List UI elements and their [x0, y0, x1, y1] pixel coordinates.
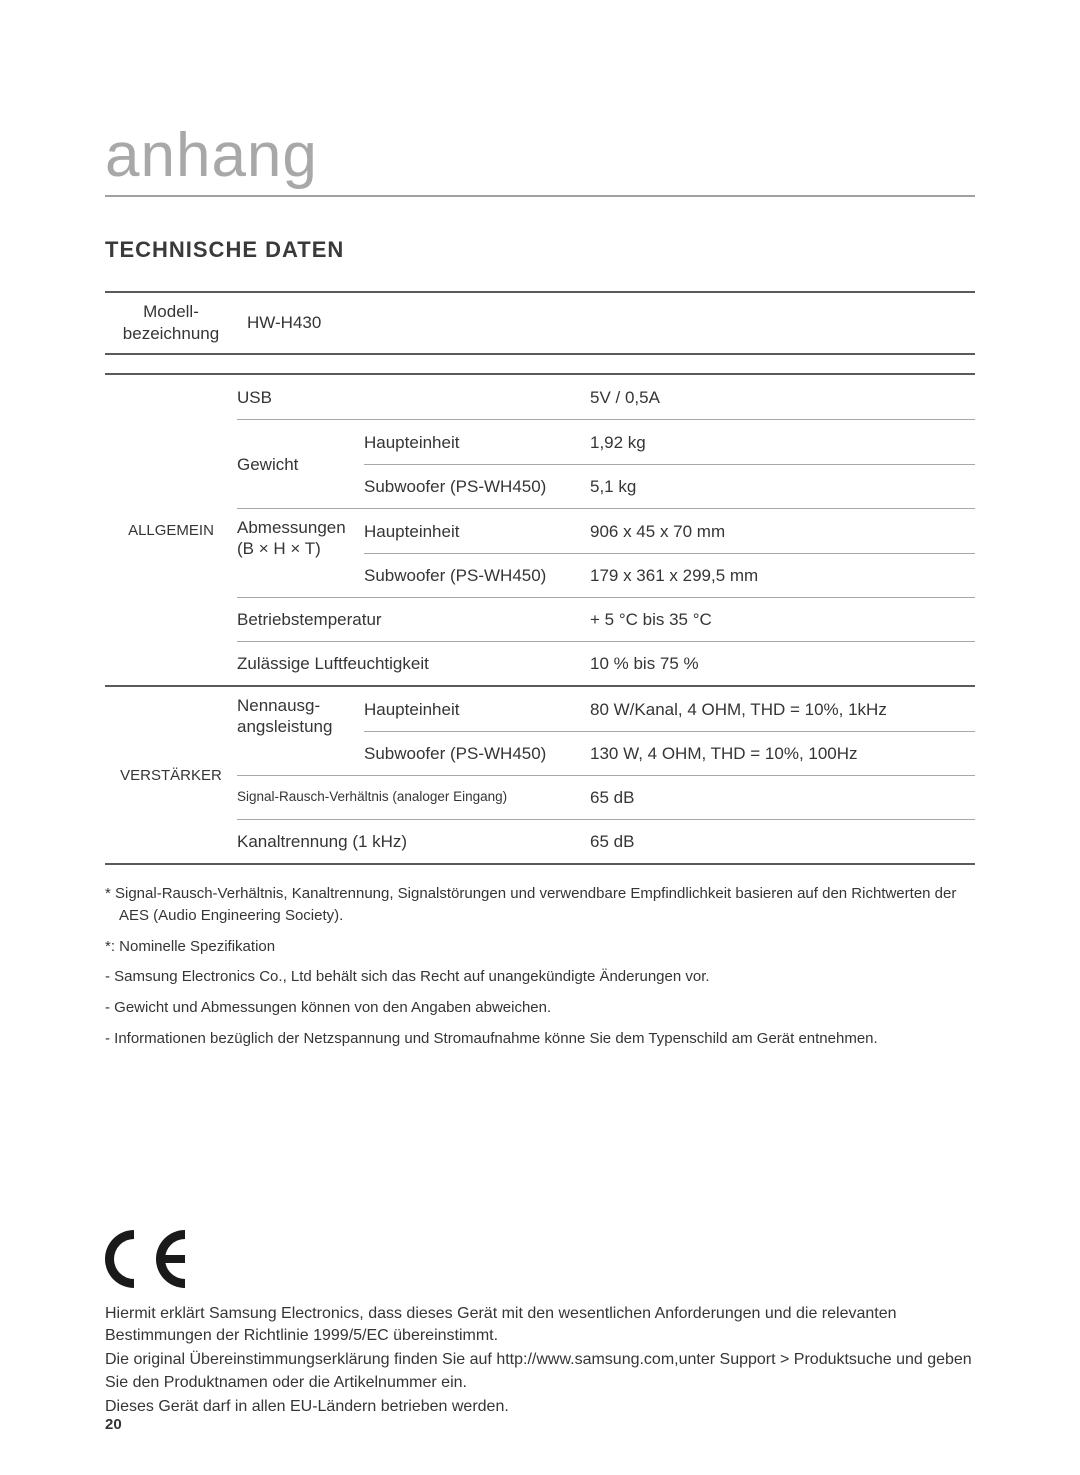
- model-label-line2: bezeichnung: [123, 324, 219, 343]
- row-rated-output: Nennausg- angsleistung Haupteinheit 80 W…: [237, 687, 975, 775]
- snr-label: Signal-Rausch-Verhältnis (analoger Einga…: [237, 776, 580, 819]
- usb-label: USB: [237, 375, 580, 419]
- rated-output-label-line2: angsleistung: [237, 717, 332, 736]
- page-number: 20: [105, 1416, 122, 1433]
- row-snr: Signal-Rausch-Verhältnis (analoger Einga…: [237, 775, 975, 819]
- rated-sub-label: Subwoofer (PS-WH450): [364, 732, 580, 775]
- dim-mainunit-value: 906 x 45 x 70 mm: [580, 509, 975, 553]
- usb-value: 5V / 0,5A: [580, 375, 975, 419]
- dimensions-label-line2: (B × H × T): [237, 539, 321, 558]
- note-1: * Signal-Rausch-Verhältnis, Kanaltrennun…: [105, 883, 975, 927]
- dim-mainunit-label: Haupteinheit: [364, 509, 580, 553]
- separation-value: 65 dB: [580, 820, 975, 863]
- row-weight: Gewicht Haupteinheit 1,92 kg Subwoofer (…: [237, 419, 975, 508]
- snr-value: 65 dB: [580, 776, 975, 819]
- dimensions-label-line1: Abmessungen: [237, 518, 346, 537]
- rated-mainunit-label: Haupteinheit: [364, 687, 580, 731]
- rated-output-label-line1: Nennausg-: [237, 696, 320, 715]
- model-row: Modell- bezeichnung HW-H430: [105, 291, 975, 355]
- rated-output-label: Nennausg- angsleistung: [237, 687, 364, 775]
- weight-sub-value: 5,1 kg: [580, 465, 975, 508]
- weight-label: Gewicht: [237, 420, 364, 508]
- model-label-line1: Modell-: [143, 302, 199, 321]
- dim-sub-value: 179 x 361 x 299,5 mm: [580, 554, 975, 597]
- notes: * Signal-Rausch-Verhältnis, Kanaltrennun…: [105, 883, 975, 1050]
- row-dimensions: Abmessungen (B × H × T) Haupteinheit 906…: [237, 508, 975, 597]
- row-humidity: Zulässige Luftfeuchtigkeit 10 % bis 75 %: [237, 641, 975, 685]
- group-label-general: ALLGEMEIN: [105, 375, 237, 685]
- spec-table: ALLGEMEIN USB 5V / 0,5A Gewicht Hauptein…: [105, 373, 975, 865]
- weight-mainunit-label: Haupteinheit: [364, 420, 580, 464]
- ce-p3: Dieses Gerät darf in allen EU-Ländern be…: [105, 1396, 975, 1418]
- rated-sub-value: 130 W, 4 OHM, THD = 10%, 100Hz: [580, 732, 975, 775]
- model-label: Modell- bezeichnung: [105, 293, 237, 353]
- dim-sub-label: Subwoofer (PS-WH450): [364, 554, 580, 597]
- rated-mainunit-value: 80 W/Kanal, 4 OHM, THD = 10%, 1kHz: [580, 687, 975, 731]
- optemp-label: Betriebstemperatur: [237, 598, 580, 641]
- ce-section: Hiermit erklärt Samsung Electronics, das…: [105, 1230, 975, 1419]
- ce-p1: Hiermit erklärt Samsung Electronics, das…: [105, 1303, 975, 1348]
- row-usb: USB 5V / 0,5A: [237, 375, 975, 419]
- group-general: ALLGEMEIN USB 5V / 0,5A Gewicht Hauptein…: [105, 375, 975, 685]
- group-label-amplifier: VERSTÄRKER: [105, 687, 237, 863]
- optemp-value: + 5 °C bis 35 °C: [580, 598, 975, 641]
- humidity-label: Zulässige Luftfeuchtigkeit: [237, 642, 580, 685]
- row-separation: Kanaltrennung (1 kHz) 65 dB: [237, 819, 975, 863]
- weight-mainunit-value: 1,92 kg: [580, 420, 975, 464]
- row-operating-temp: Betriebstemperatur + 5 °C bis 35 °C: [237, 597, 975, 641]
- model-value: HW-H430: [237, 313, 321, 333]
- note-3: - Samsung Electronics Co., Ltd behält si…: [105, 966, 975, 988]
- group-amplifier: VERSTÄRKER Nennausg- angsleistung Haupte…: [105, 685, 975, 863]
- note-2: *: Nominelle Spezifikation: [105, 936, 975, 958]
- note-4: - Gewicht und Abmessungen können von den…: [105, 997, 975, 1019]
- separation-label: Kanaltrennung (1 kHz): [237, 820, 580, 863]
- ce-mark-icon: [105, 1230, 975, 1293]
- weight-sub-label: Subwoofer (PS-WH450): [364, 465, 580, 508]
- page-title: anhang: [105, 120, 975, 197]
- ce-p2: Die original Übereinstimmungserklärung f…: [105, 1349, 975, 1394]
- humidity-value: 10 % bis 75 %: [580, 642, 975, 685]
- dimensions-label: Abmessungen (B × H × T): [237, 509, 364, 597]
- section-heading: TECHNISCHE DATEN: [105, 237, 975, 263]
- ce-text: Hiermit erklärt Samsung Electronics, das…: [105, 1303, 975, 1419]
- note-5: - Informationen bezüglich der Netzspannu…: [105, 1028, 975, 1050]
